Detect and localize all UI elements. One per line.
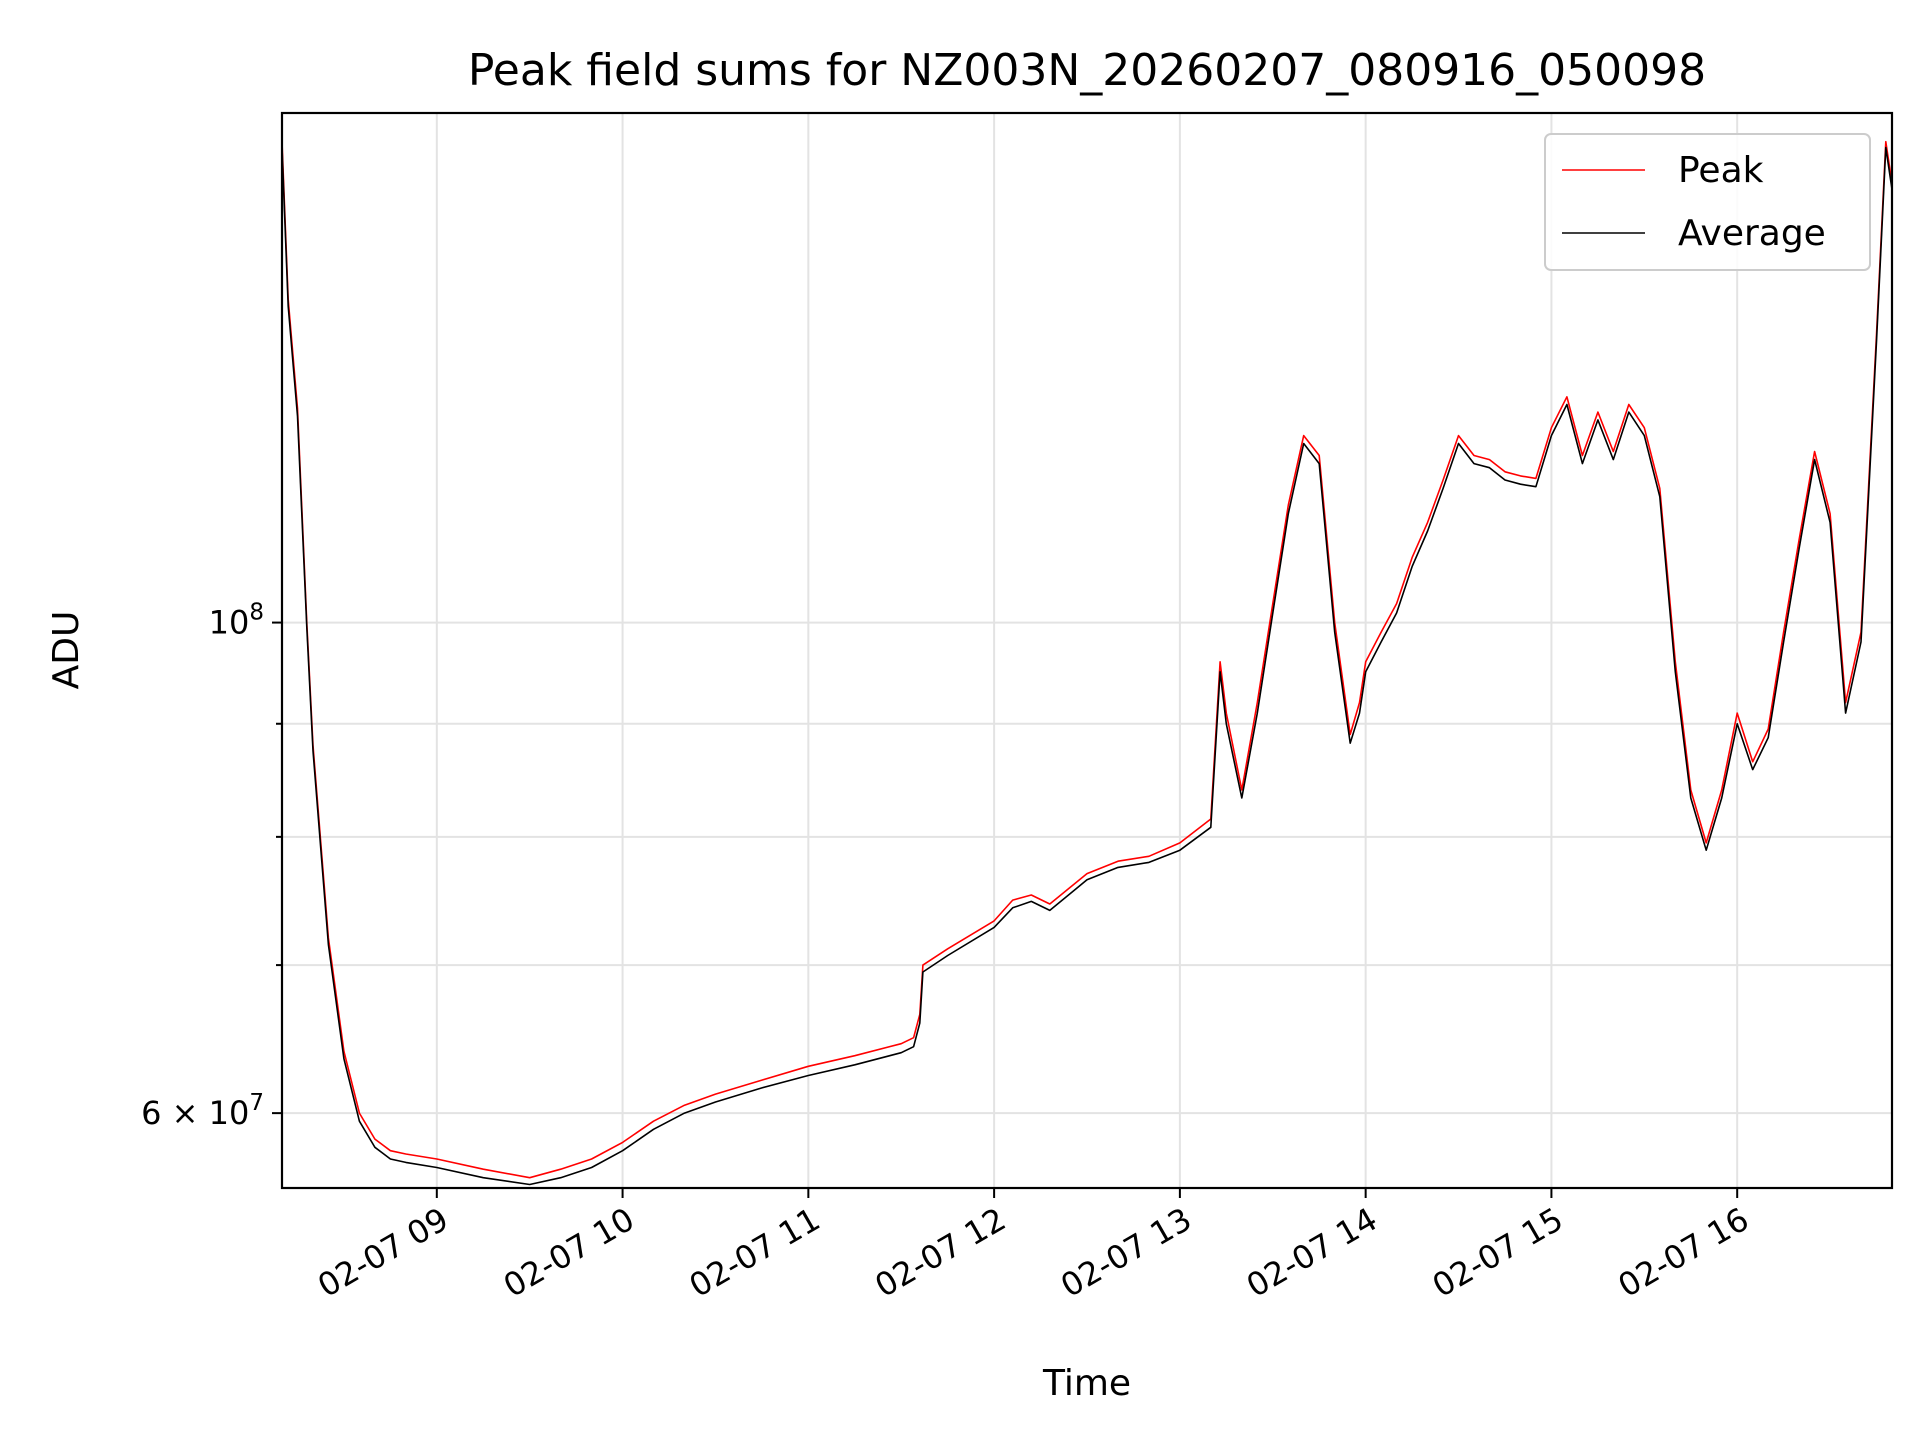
series-average-line xyxy=(281,146,1893,1186)
x-axis-label: Time xyxy=(1042,1363,1131,1404)
chart-title: Peak field sums for NZ003N_20260207_0809… xyxy=(468,45,1706,96)
plot-frame xyxy=(280,111,1894,1190)
x-tick-label: 02-07 12 xyxy=(869,1200,1013,1305)
x-tick-label: 02-07 10 xyxy=(497,1200,641,1305)
y-tick-label: 108 xyxy=(209,600,264,642)
plot-series xyxy=(281,140,1893,1186)
x-tick-label: 02-07 16 xyxy=(1612,1200,1756,1305)
x-tick-label: 02-07 11 xyxy=(683,1200,827,1305)
legend-label-peak: Peak xyxy=(1678,150,1764,191)
y-tick-label: 6 × 107 xyxy=(141,1090,264,1132)
legend-box xyxy=(1544,133,1871,271)
x-tick-label: 02-07 13 xyxy=(1054,1200,1198,1305)
series-peak-line xyxy=(281,140,1893,1179)
legend-label-average: Average xyxy=(1678,213,1826,254)
x-tick-label: 02-07 15 xyxy=(1426,1200,1570,1305)
y-axis-label: ADU xyxy=(46,611,87,690)
axis-ticks: 02-07 09 02-07 10 02-07 11 02-07 12 02-07 13… xyxy=(141,600,1755,1305)
x-tick-label: 02-07 09 xyxy=(311,1200,455,1305)
grid xyxy=(282,113,1892,1188)
legend: Peak Average xyxy=(1544,133,1871,271)
x-tick-label: 02-07 14 xyxy=(1240,1200,1384,1305)
